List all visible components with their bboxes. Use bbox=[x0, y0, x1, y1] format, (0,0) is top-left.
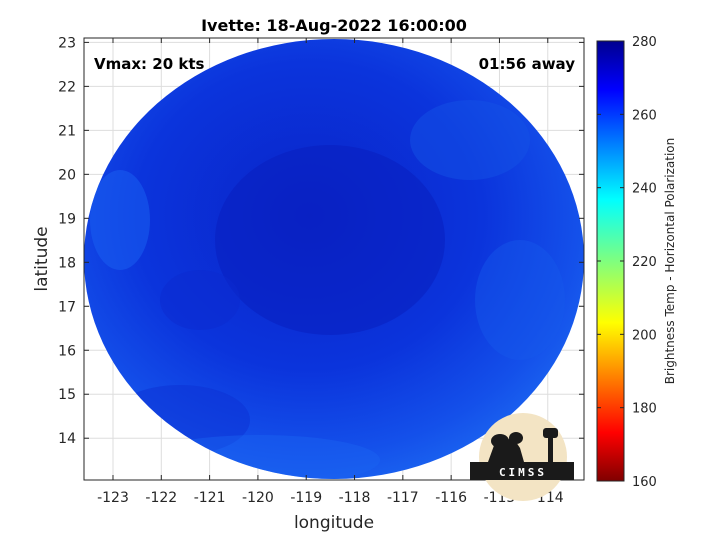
colorbar-tick-label: 200 bbox=[632, 328, 657, 343]
time-away-annotation: 01:56 away bbox=[479, 55, 576, 73]
x-tick-label: -123 bbox=[97, 490, 129, 506]
y-axis: 14 15 16 17 18 19 20 21 22 23 bbox=[58, 35, 584, 447]
colorbar-ticks: 160 180 200 220 240 260 280 bbox=[597, 35, 657, 490]
colorbar-label: Brightness Temp - Horizontal Polarizatio… bbox=[663, 138, 677, 385]
x-tick-label: -119 bbox=[290, 490, 322, 506]
x-tick-label: -118 bbox=[339, 490, 371, 506]
colorbar-tick-label: 240 bbox=[632, 182, 657, 197]
y-tick-label: 19 bbox=[58, 211, 76, 227]
colorbar bbox=[596, 40, 625, 482]
x-axis-label: longitude bbox=[294, 513, 374, 533]
y-tick-label: 17 bbox=[58, 299, 76, 315]
y-tick-label: 20 bbox=[58, 167, 76, 183]
x-tick-label: -121 bbox=[194, 490, 226, 506]
x-tick-label: -116 bbox=[435, 490, 467, 506]
x-tick-label: -120 bbox=[242, 490, 274, 506]
y-tick-label: 15 bbox=[58, 387, 76, 403]
y-tick-label: 22 bbox=[58, 79, 76, 95]
y-tick-label: 23 bbox=[58, 35, 76, 51]
x-tick-label: -122 bbox=[145, 490, 177, 506]
colorbar-tick-label: 260 bbox=[632, 108, 657, 123]
y-tick-label: 16 bbox=[58, 343, 76, 359]
cimss-logo: CIMSS bbox=[470, 413, 574, 501]
y-tick-label: 14 bbox=[58, 431, 76, 447]
x-tick-label: -117 bbox=[387, 490, 419, 506]
logo-text: CIMSS bbox=[499, 466, 547, 479]
y-tick-label: 18 bbox=[58, 255, 76, 271]
axes-box bbox=[83, 37, 585, 481]
vmax-annotation: Vmax: 20 kts bbox=[94, 55, 204, 73]
colorbar-tick-label: 160 bbox=[632, 475, 657, 490]
chart-title: Ivette: 18-Aug-2022 16:00:00 bbox=[201, 16, 467, 35]
colorbar-tick-label: 220 bbox=[632, 255, 657, 270]
colorbar-tick-label: 180 bbox=[632, 402, 657, 417]
y-axis-label: latitude bbox=[32, 226, 52, 291]
colorbar-tick-label: 280 bbox=[632, 35, 657, 50]
y-tick-label: 21 bbox=[58, 123, 76, 139]
